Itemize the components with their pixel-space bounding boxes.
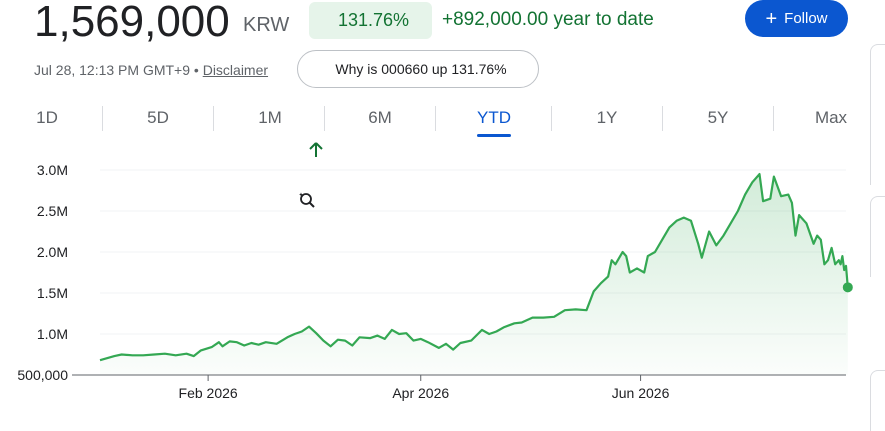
tab-divider <box>435 106 436 131</box>
tab-divider <box>551 106 552 131</box>
x-tick-label: Feb 2026 <box>179 385 238 401</box>
side-panel-edge <box>870 370 885 431</box>
percent-change-badge: 131.76% <box>309 2 432 157</box>
tab-divider <box>773 106 774 131</box>
tab-divider <box>324 106 325 131</box>
follow-button-label: Follow <box>784 10 828 27</box>
why-up-button[interactable]: Why is 000660 up 131.76% <box>297 50 539 208</box>
side-panel-edge <box>870 196 885 277</box>
x-tick-label: Jun 2026 <box>612 385 670 401</box>
tab-ytd[interactable]: YTD <box>439 100 549 140</box>
side-panel-edge <box>870 44 885 185</box>
disclaimer-link[interactable]: Disclaimer <box>202 62 269 78</box>
tab-1y[interactable]: 1Y <box>596 108 618 127</box>
tab-max[interactable]: Max <box>814 108 848 127</box>
tab-1m[interactable]: 1M <box>258 108 282 127</box>
price-chart[interactable]: 500,000 1.0M 1.5M 2.0M 2.5M 3.0M Feb 2026 Apr … <box>0 140 870 424</box>
tab-5y[interactable]: 5Y <box>707 108 729 127</box>
stock-price: 1,569,000 <box>34 0 230 46</box>
y-tick-label: 2.0M <box>37 244 68 260</box>
x-tick-label: Apr 2026 <box>392 385 449 401</box>
tab-1d[interactable]: 1D <box>36 108 58 127</box>
y-tick-label: 1.0M <box>37 326 68 342</box>
y-tick-label: 3.0M <box>37 162 68 178</box>
currency-label: KRW <box>243 14 290 36</box>
y-tick-label: 2.5M <box>37 203 68 219</box>
tab-divider <box>102 106 103 131</box>
price-line <box>99 173 849 362</box>
y-axis-labels: 500,000 1.0M 1.5M 2.0M 2.5M 3.0M <box>17 162 68 383</box>
price-meta: Jul 28, 12:13 PM GMT+9 • Disclaimer <box>34 62 268 78</box>
absolute-change: +892,000.00 year to date <box>442 9 654 30</box>
timestamp: Jul 28, 12:13 PM GMT+9 • <box>34 62 199 78</box>
tab-6m[interactable]: 6M <box>368 108 392 127</box>
tab-divider <box>213 106 214 131</box>
tab-divider <box>662 106 663 131</box>
current-price-dot <box>842 282 853 293</box>
percent-change-value: 131.76% <box>337 10 410 30</box>
x-axis-labels: Feb 2026 Apr 2026 Jun 2026 <box>179 375 670 401</box>
y-tick-label: 1.5M <box>37 285 68 301</box>
price-area <box>100 174 848 375</box>
why-up-label: Why is 000660 up 131.76% <box>335 61 507 77</box>
range-tabs: 1D 5D 1M 6M YTD 1Y 5Y Max <box>0 100 885 140</box>
plus-icon: + <box>765 7 778 30</box>
follow-button[interactable]: + Follow <box>745 0 848 37</box>
tab-5d[interactable]: 5D <box>147 108 169 127</box>
y-tick-label: 500,000 <box>17 367 68 383</box>
